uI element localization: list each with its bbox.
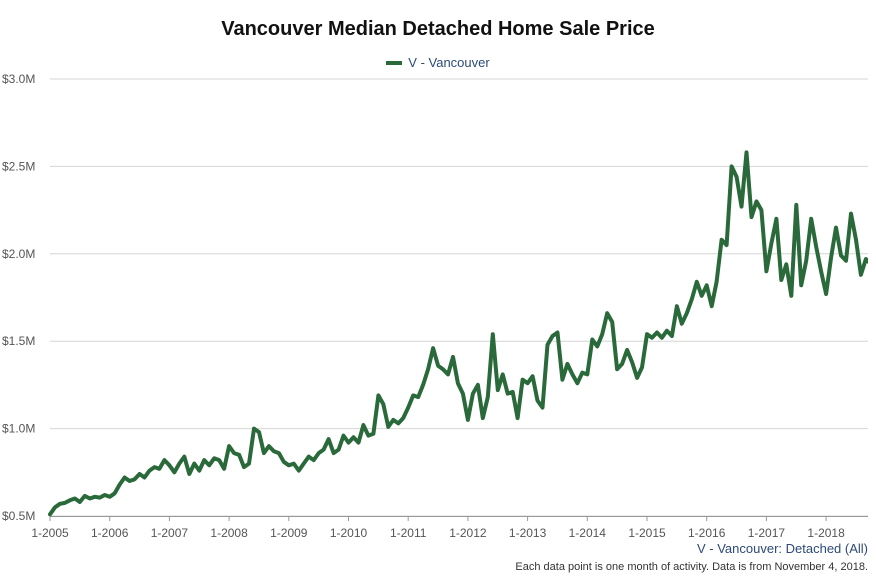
- series-layer: [48, 150, 868, 517]
- x-tick-label: 1-2005: [31, 526, 69, 540]
- x-tick-label: 1-2014: [569, 526, 607, 540]
- x-tick-label: 1-2007: [151, 526, 189, 540]
- x-tick-label: 1-2009: [270, 526, 308, 540]
- x-tick-label: 1-2010: [330, 526, 368, 540]
- legend[interactable]: V - Vancouver: [0, 55, 876, 70]
- series-line: [48, 150, 868, 517]
- x-tick-label: 1-2008: [210, 526, 248, 540]
- legend-label: V - Vancouver: [408, 55, 490, 70]
- x-tick-label: 1-2006: [91, 526, 129, 540]
- x-tick-label: 1-2018: [807, 526, 845, 540]
- chart-title: Vancouver Median Detached Home Sale Pric…: [221, 18, 655, 40]
- axes: $0.5M $1.0M $1.5M $2.0M $2.5M $3.0M 1-2005 1-20…: [2, 72, 868, 540]
- x-tick-label: 1-2011: [390, 526, 427, 540]
- footnote: Each data point is one month of activity…: [515, 561, 868, 573]
- grid-lines: [50, 78, 868, 517]
- x-tick-label: 1-2016: [688, 526, 726, 540]
- y-tick-label: $2.5M: [2, 159, 35, 173]
- y-tick-label: $3.0M: [2, 72, 35, 86]
- x-tick-label: 1-2015: [628, 526, 666, 540]
- y-tick-label: $2.0M: [2, 247, 35, 261]
- series-caption: V - Vancouver: Detached (All): [697, 541, 868, 556]
- legend-swatch: [386, 60, 403, 65]
- y-tick-label: $0.5M: [2, 509, 35, 523]
- y-tick-label: $1.0M: [2, 422, 35, 436]
- x-tick-label: 1-2013: [509, 526, 547, 540]
- x-tick-label: 1-2017: [748, 526, 786, 540]
- y-tick-label: $1.5M: [2, 334, 35, 348]
- x-tick-label: 1-2012: [449, 526, 487, 540]
